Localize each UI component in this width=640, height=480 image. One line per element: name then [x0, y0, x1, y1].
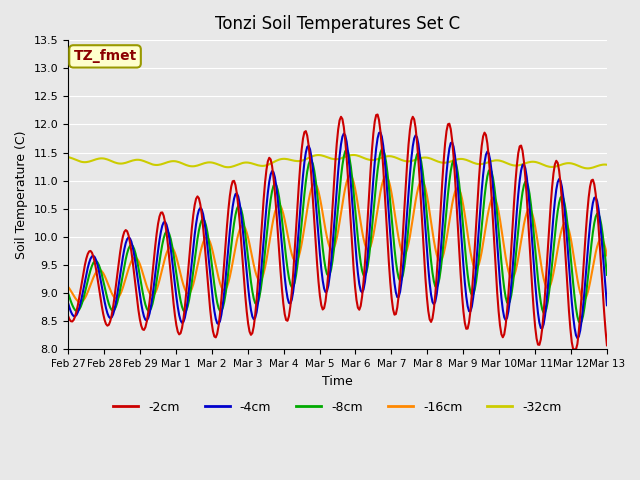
X-axis label: Time: Time [322, 374, 353, 387]
Y-axis label: Soil Temperature (C): Soil Temperature (C) [15, 131, 28, 259]
Title: Tonzi Soil Temperatures Set C: Tonzi Soil Temperatures Set C [215, 15, 460, 33]
Legend: -2cm, -4cm, -8cm, -16cm, -32cm: -2cm, -4cm, -8cm, -16cm, -32cm [108, 396, 566, 419]
Text: TZ_fmet: TZ_fmet [74, 49, 137, 63]
